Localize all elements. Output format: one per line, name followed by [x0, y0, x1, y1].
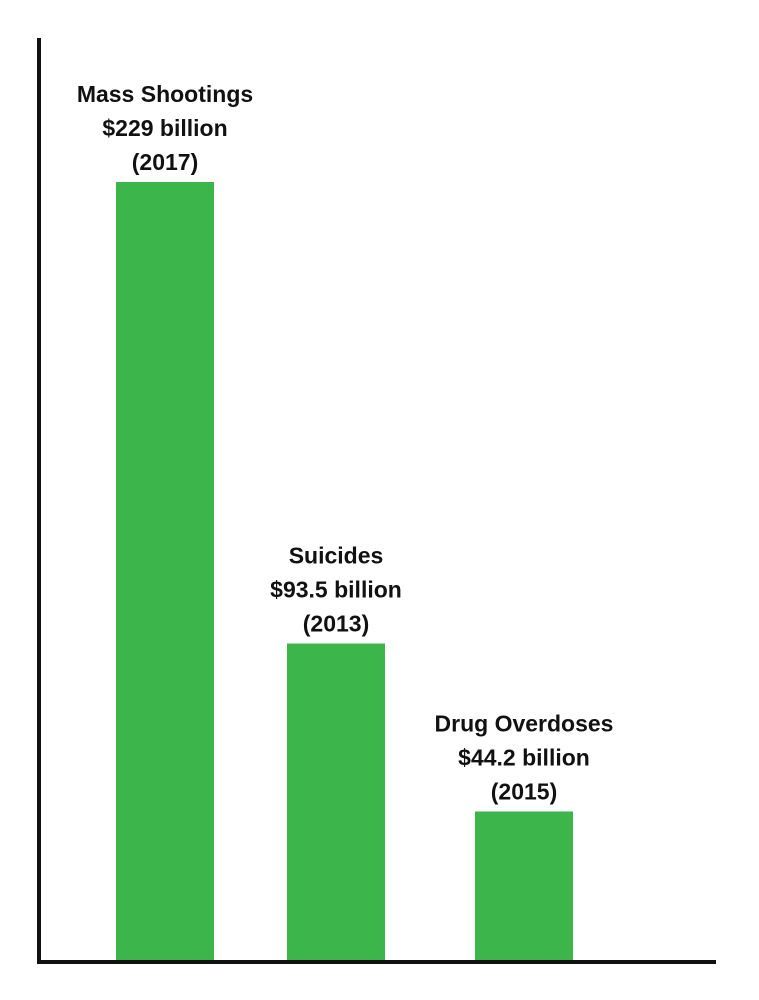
- category-label-drug-overdoses: Drug Overdoses: [435, 710, 614, 736]
- category-label-mass-shootings: Mass Shootings: [77, 81, 253, 107]
- value-label-mass-shootings: $229 billion: [102, 115, 227, 141]
- year-label-drug-overdoses: (2015): [491, 778, 557, 804]
- bar-mass-shootings: [116, 182, 214, 962]
- year-label-mass-shootings: (2017): [132, 149, 198, 175]
- bar-suicides: [287, 643, 385, 962]
- value-label-suicides: $93.5 billion: [270, 577, 402, 603]
- value-label-drug-overdoses: $44.2 billion: [458, 744, 590, 770]
- bar-drug-overdoses: [475, 811, 573, 962]
- category-label-suicides: Suicides: [289, 543, 384, 569]
- bars-group: [116, 182, 573, 962]
- year-label-suicides: (2013): [303, 611, 369, 637]
- labels-group: Mass Shootings $229 billion (2017) Suicides…: [77, 81, 614, 804]
